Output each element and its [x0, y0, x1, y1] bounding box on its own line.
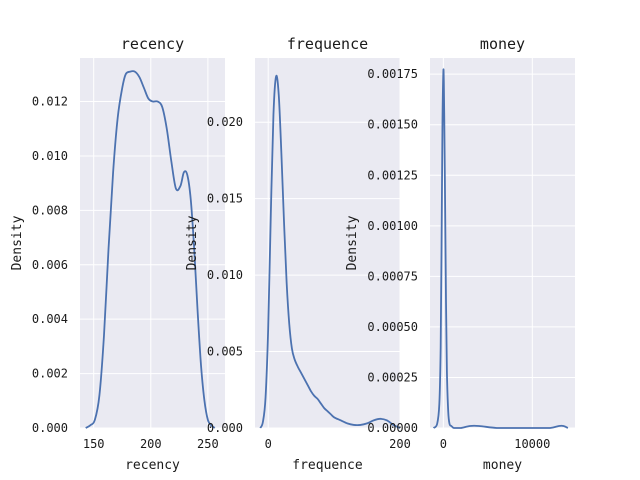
money-panel: 0 10000 0.00000 0.00025 0.00050 0.00075 0.001… [345, 35, 575, 473]
frequence-y-tick-label: 0.000 [207, 421, 243, 435]
money-x-ticks: 0 10000 [440, 437, 551, 451]
money-density-line [432, 68, 569, 429]
money-y-tick-label: 0.00025 [367, 370, 418, 384]
frequence-x-tick-label: 200 [389, 437, 411, 451]
money-y-tick-label: 0.00150 [367, 118, 418, 132]
money-y-tick-label: 0.00050 [367, 320, 418, 334]
money-y-tick-label: 0.00100 [367, 219, 418, 233]
frequence-grid [255, 58, 401, 429]
frequence-y-tick-label: 0.005 [207, 345, 243, 359]
recency-y-ticks: 0.000 0.002 0.004 0.006 0.008 0.010 0.012 [32, 95, 68, 435]
recency-x-ticks: 150 200 250 [83, 437, 219, 451]
recency-y-tick-label: 0.012 [32, 95, 68, 109]
recency-y-tick-label: 0.000 [32, 421, 68, 435]
money-y-tick-label: 0.00175 [367, 67, 418, 81]
recency-y-axis-label: Density [10, 215, 25, 270]
recency-y-tick-label: 0.002 [32, 367, 68, 381]
recency-y-tick-label: 0.010 [32, 149, 68, 163]
money-y-tick-label: 0.00125 [367, 168, 418, 182]
recency-x-tick-label: 250 [197, 437, 219, 451]
frequence-y-tick-label: 0.020 [207, 115, 243, 129]
frequence-y-tick-label: 0.010 [207, 268, 243, 282]
recency-title: recency [121, 35, 184, 53]
frequence-density-line [259, 74, 401, 429]
recency-panel: 150 200 250 0.000 0.002 0.004 0.006 0.008 0.010… [10, 35, 225, 473]
recency-x-axis-label: recency [125, 458, 180, 473]
frequence-x-ticks: 0 200 [265, 437, 411, 451]
frequence-x-tick-label: 0 [265, 437, 272, 451]
recency-y-tick-label: 0.004 [32, 312, 68, 326]
money-y-ticks: 0.00000 0.00025 0.00050 0.00075 0.00100 0.001… [367, 67, 418, 435]
frequence-x-axis-label: frequence [292, 458, 363, 473]
recency-y-tick-label: 0.006 [32, 258, 68, 272]
money-x-tick-label: 0 [440, 437, 447, 451]
frequence-y-tick-label: 0.015 [207, 192, 243, 206]
money-x-axis-label: money [483, 458, 522, 473]
recency-x-tick-label: 150 [83, 437, 105, 451]
recency-y-tick-label: 0.008 [32, 203, 68, 217]
recency-density-line [85, 70, 216, 429]
money-y-tick-label: 0.00000 [367, 421, 418, 435]
frequence-title: frequence [287, 35, 368, 53]
frequence-y-axis-label: Density [185, 215, 200, 270]
money-x-tick-label: 10000 [514, 437, 550, 451]
money-plot-area [430, 58, 575, 428]
frequence-y-ticks: 0.000 0.005 0.010 0.015 0.020 [207, 115, 243, 435]
money-title: money [480, 35, 525, 53]
frequence-panel: 0 200 0.000 0.005 0.010 0.015 0.020 frequence… [185, 35, 411, 473]
recency-x-tick-label: 200 [140, 437, 162, 451]
money-y-axis-label: Density [345, 215, 360, 270]
money-y-tick-label: 0.00075 [367, 269, 418, 283]
